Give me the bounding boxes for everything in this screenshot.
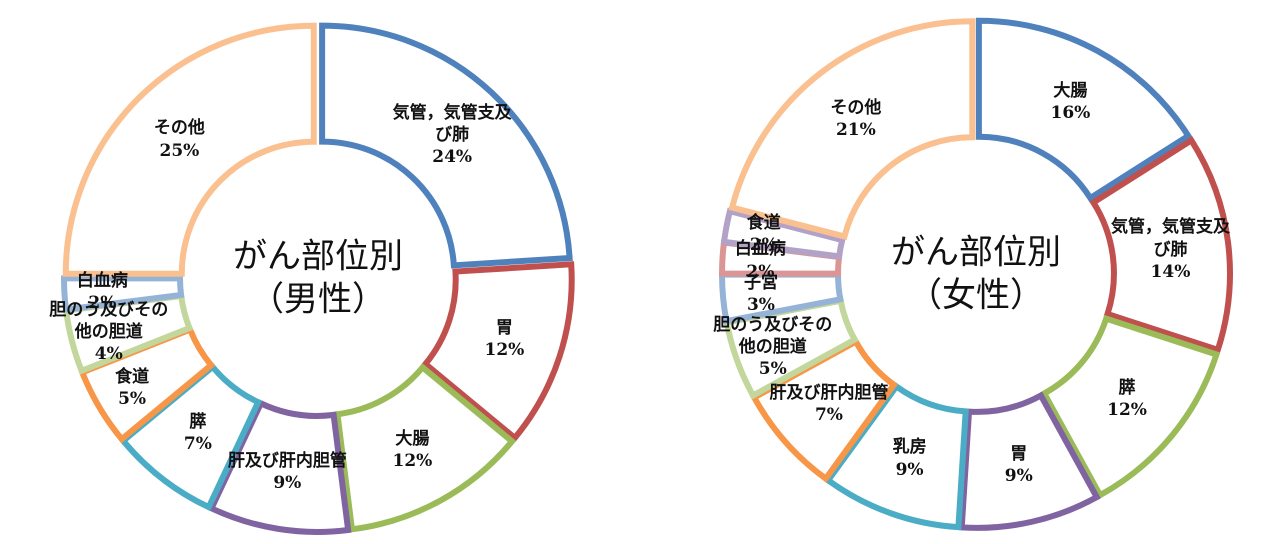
category-label: 白血病 [76,270,128,291]
donut-slice [334,363,517,533]
donut-slice [720,207,846,260]
value-label: 16% [1050,103,1091,124]
center-title: がん部位別 （女性） [891,232,1061,317]
value-label: 2% [749,234,778,255]
category-label: 膵 [1118,377,1136,398]
value-label: 21% [835,120,876,141]
category-label: 膵 [189,411,207,432]
value-label: 7% [814,404,843,425]
category-label: 胆のう及びその他の胆道 [49,299,169,342]
value-label: 24% [432,147,473,168]
category-label: 大腸 [395,428,430,449]
slice-label: 肝及び肝内胆管 7% [764,382,894,426]
donut-slice [319,22,573,269]
value-label: 3% [746,295,775,316]
category-label: 乳房 [892,437,927,458]
donut-slice [1089,136,1233,354]
slice-label: 白血病 2% [37,269,167,313]
donut-slice [421,261,575,443]
category-label: 食道 [746,212,781,233]
value-label: 14% [1150,261,1191,282]
slice-label: 肝及び肝内胆管 9% [222,449,352,493]
category-label: 気管，気管支及び肺 [392,102,512,146]
category-label: 胃 [495,317,513,338]
value-label: 4% [94,343,123,364]
value-label: 12% [392,450,433,471]
category-label: 気管，気管支及び肺 [1110,217,1230,260]
value-label: 5% [118,388,147,409]
slice-label: 食道 2% [699,211,829,255]
slice-label: その他 21% [791,97,921,141]
value-label: 2% [88,292,117,313]
slice-label: 気管，気管支及び肺 24% [387,102,517,168]
slice-label: 大腸 12% [347,428,477,472]
center-title: がん部位別 （男性） [233,236,403,321]
category-label: その他 [830,98,882,119]
category-label: 食道 [115,366,150,387]
category-label: 子宮 [743,273,778,294]
value-label: 7% [183,433,212,454]
value-label: 9% [1004,466,1033,487]
donut-slice [728,18,976,241]
slice-label: 膵 12% [1062,377,1192,421]
value-label: 9% [895,459,924,480]
slice-label: 食道 5% [67,366,197,410]
slice-label: 大腸 16% [1005,80,1135,124]
category-label: 胆のう及びその他の胆道 [713,315,833,358]
slice-label: その他 25% [114,117,244,161]
donut-slice [61,275,185,313]
category-label: 肝及び肝内胆管 [227,450,347,471]
donut-slice [824,382,969,531]
category-label: その他 [153,118,205,139]
chart-subtitle: （男性） [250,279,386,319]
category-label: 肝及び肝内胆管 [769,382,889,403]
value-label: 9% [273,472,302,493]
donut-slice [62,22,317,277]
category-label: 大腸 [1053,81,1088,102]
donut-slice [1040,314,1221,500]
chart-title: がん部位別 [233,236,403,277]
slice-label: 胃 9% [954,443,1084,487]
category-label: 白血病 [734,239,786,260]
value-label: 2% [746,261,775,282]
category-label: 胃 [1010,444,1028,465]
slice-label: 胃 12% [439,316,569,360]
slice-label: 気管，気管支及び肺 14% [1105,216,1235,282]
slice-label: 白血病 2% [695,238,825,282]
slice-label: 膵 7% [133,411,263,455]
chart-title: がん部位別 [891,232,1061,273]
value-label: 25% [159,140,200,161]
value-label: 12% [484,339,525,360]
chart-subtitle: （女性） [908,275,1044,315]
donut-slice [958,391,1101,531]
value-label: 5% [758,359,787,380]
donut-slice [975,17,1193,203]
slice-label: 胆のう及びその他の胆道 5% [708,314,838,380]
slice-label: 胆のう及びその他の胆道 4% [44,299,174,365]
slice-label: 乳房 9% [845,436,975,480]
value-label: 12% [1107,399,1147,420]
donut-slice [207,399,352,535]
slice-label: 子宮 3% [696,272,826,316]
